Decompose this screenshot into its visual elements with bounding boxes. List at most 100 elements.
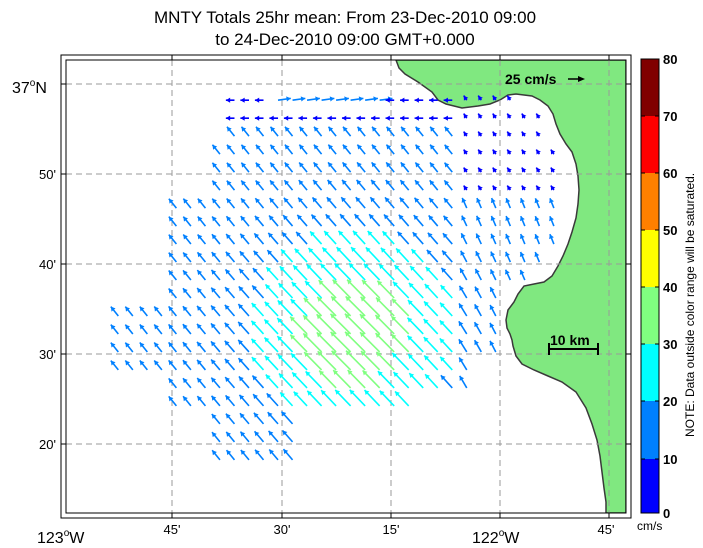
current-vector-head	[154, 324, 159, 330]
current-vector-head	[211, 413, 217, 419]
current-vector-head	[352, 230, 358, 236]
current-vector-head	[238, 286, 244, 292]
current-vector-head	[492, 113, 498, 119]
current-vector-head	[429, 97, 434, 103]
current-vector-head	[391, 316, 397, 322]
current-vector-head	[371, 115, 376, 121]
current-vector-shaft	[302, 332, 323, 353]
current-vector-head	[299, 126, 305, 132]
current-vector-head	[521, 149, 527, 155]
current-vector-head	[400, 180, 406, 186]
current-vector-head	[521, 113, 527, 119]
current-vector-head	[264, 355, 270, 361]
current-vector-head	[414, 115, 419, 121]
outer-frame	[60, 54, 632, 519]
current-vector-head	[492, 167, 498, 173]
current-vector-head	[290, 299, 296, 305]
current-vector-head	[286, 96, 291, 102]
current-vector-head	[385, 179, 391, 185]
current-vector-head	[394, 265, 400, 270]
current-vector-head	[211, 359, 216, 365]
current-vector-shaft	[360, 296, 381, 317]
current-vector-head	[356, 115, 361, 121]
current-vector-head	[255, 180, 261, 186]
lat-label-30: 30'	[39, 347, 56, 362]
lon-label-123: 123oW	[37, 528, 85, 547]
current-vector-head	[461, 215, 467, 221]
current-vector-head	[224, 340, 230, 346]
current-vector-head	[385, 115, 390, 121]
current-vector-head	[375, 333, 381, 338]
current-vector-head	[315, 96, 320, 102]
current-vector-head	[252, 375, 258, 381]
current-vector-head	[426, 249, 432, 255]
current-vector-head	[255, 449, 260, 455]
current-vector-head	[282, 430, 288, 436]
current-vector-head	[478, 149, 483, 155]
current-vector-head	[550, 185, 556, 191]
current-vector-head	[224, 358, 230, 364]
current-vector-head	[328, 144, 334, 150]
current-vector-head	[225, 287, 230, 293]
current-vector-head	[251, 357, 257, 363]
current-vector-head	[424, 301, 429, 307]
current-vector-head	[280, 392, 286, 398]
current-vector-shaft	[316, 331, 337, 353]
current-vector-head	[316, 314, 322, 320]
current-vector-head	[396, 248, 401, 254]
current-vector-head	[226, 198, 232, 204]
current-vector-head	[251, 338, 257, 344]
current-vector-head	[183, 396, 188, 402]
current-vector-head	[110, 360, 116, 366]
current-vector-head	[441, 267, 447, 273]
current-vector-head	[474, 322, 479, 328]
colorbar-tick-50: 50	[663, 223, 677, 238]
current-vector-head	[212, 180, 218, 186]
current-vector-head	[357, 126, 363, 132]
current-vector-head	[327, 179, 333, 185]
current-vector-head	[240, 216, 246, 222]
current-vector-head	[182, 288, 188, 294]
current-vector-head	[267, 412, 273, 418]
current-vector-shaft	[360, 350, 381, 371]
current-vector-head	[284, 144, 290, 150]
current-vector-head	[549, 234, 554, 240]
current-vector-head	[430, 126, 435, 132]
current-vector-head	[490, 269, 495, 275]
current-vector-head	[335, 389, 341, 395]
current-vector-head	[362, 370, 368, 376]
colorbar-band-30-40	[641, 287, 659, 344]
current-vector-shaft	[317, 350, 337, 371]
current-vector-head	[536, 185, 541, 191]
current-vector-head	[377, 280, 383, 286]
current-vector-head	[183, 252, 188, 258]
current-vector-head	[325, 214, 331, 220]
current-vector-head	[423, 337, 429, 343]
current-vector-shaft	[330, 295, 352, 317]
current-vector-head	[239, 394, 245, 400]
current-vector-head	[313, 144, 319, 150]
current-vector-head	[225, 269, 231, 275]
map-title-line-2: to 24-Dec-2010 09:00 GMT+0.000	[215, 30, 475, 49]
current-vector-shaft	[329, 313, 352, 335]
current-vector-head	[475, 233, 481, 239]
current-vector-head	[371, 162, 377, 168]
current-vector-head	[478, 95, 483, 101]
current-vector-head	[197, 377, 202, 383]
coastline-land	[395, 60, 626, 513]
current-vector-head	[264, 301, 270, 307]
current-vector-head	[270, 144, 276, 150]
current-vector-head	[282, 232, 287, 238]
current-vector-head	[241, 162, 247, 168]
current-vector-head	[341, 197, 347, 203]
current-vector-head	[521, 167, 527, 173]
current-vector-head	[534, 216, 540, 222]
current-vector-head	[460, 233, 466, 239]
current-vector-head	[154, 306, 159, 312]
current-vector-head	[303, 315, 309, 321]
current-vector-head	[549, 216, 554, 222]
current-vector-shaft	[302, 314, 323, 335]
current-vector-head	[424, 355, 430, 361]
current-vector-head	[371, 179, 376, 185]
